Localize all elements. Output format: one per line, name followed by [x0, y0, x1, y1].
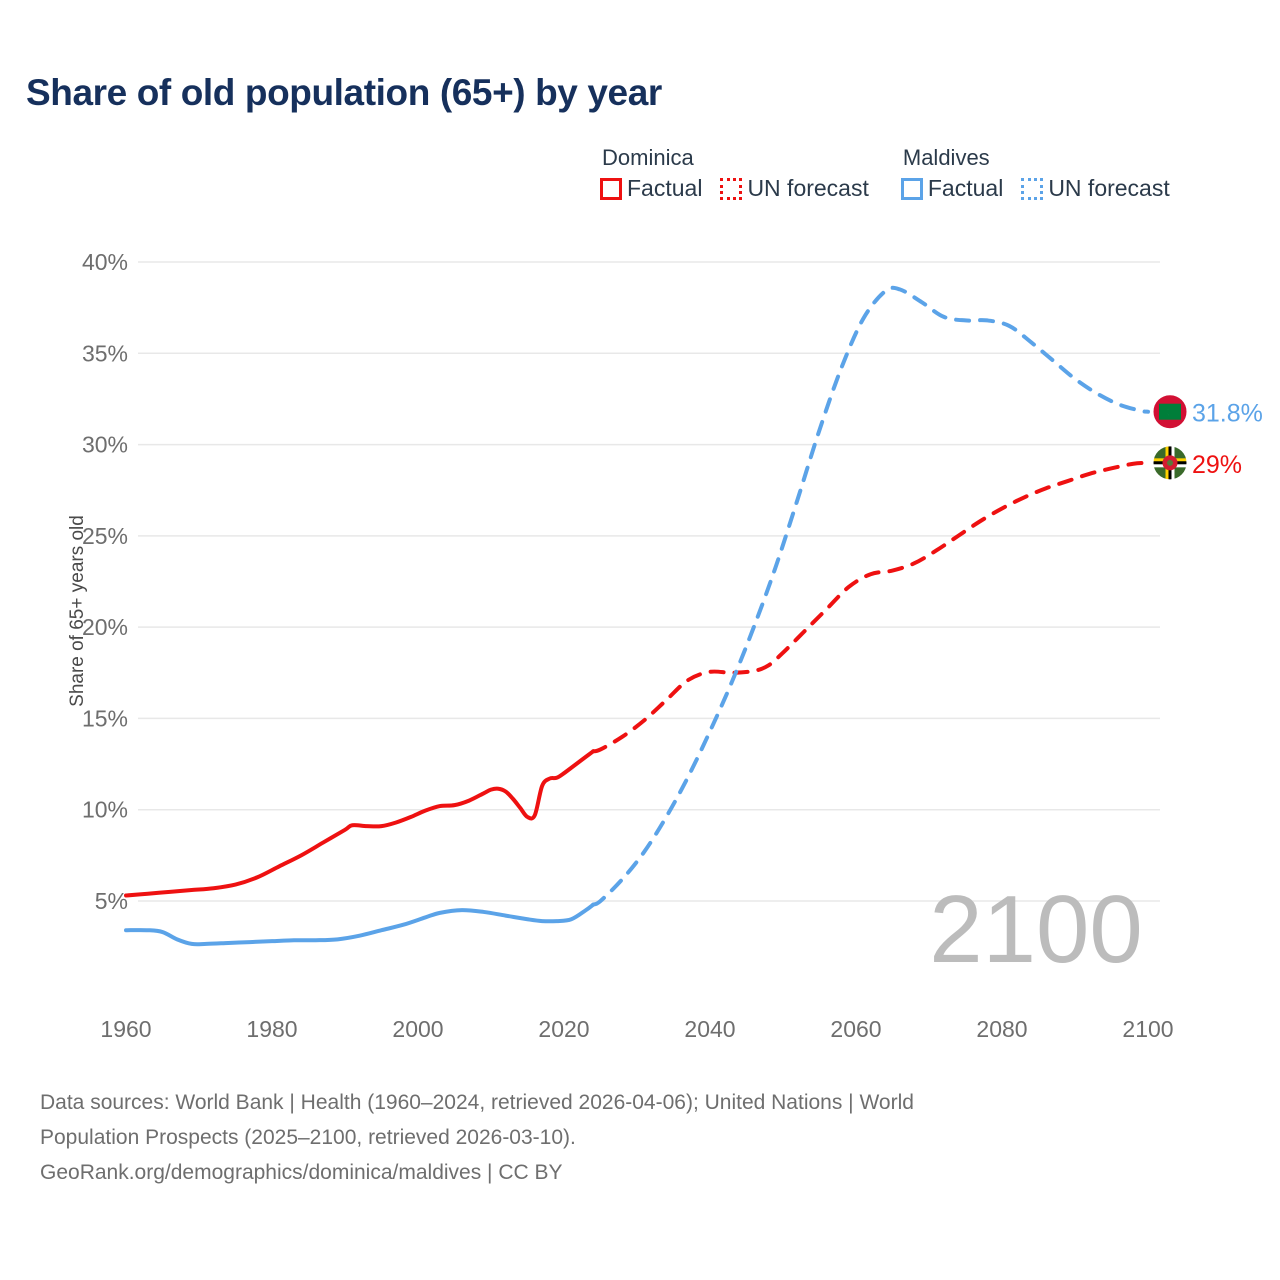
y-axis-tick-labels: 5% 10% 15% 20% 25% 30% 35% 40% — [82, 249, 128, 914]
dominica-flag-icon — [1152, 445, 1188, 481]
maldives-flag-icon — [1152, 394, 1188, 430]
series-line-forecast-maldives — [591, 285, 1150, 907]
y-tick-label: 40% — [82, 249, 128, 275]
chart-series-lines — [124, 285, 1150, 947]
legend-label: UN forecast — [1048, 175, 1170, 201]
legend-label: Factual — [627, 175, 703, 201]
legend-item-dominica-factual[interactable]: Factual — [600, 175, 702, 202]
legend-item-maldives-forecast[interactable]: UN forecast — [1021, 175, 1170, 202]
legend-swatch-dotted-icon — [720, 177, 743, 200]
x-tick-label: 2100 — [1122, 1016, 1173, 1042]
series-line-factual-maldives — [124, 902, 596, 947]
legend-item-maldives-factual[interactable]: Factual — [900, 175, 1004, 202]
legend-swatch-solid-icon — [900, 177, 923, 200]
y-tick-label: 25% — [82, 523, 128, 549]
x-tick-label: 1960 — [100, 1016, 151, 1042]
end-label-maldives: 31.8% — [1192, 400, 1263, 428]
y-tick-label: 35% — [82, 340, 128, 366]
x-tick-label: 2000 — [392, 1016, 443, 1042]
end-label-dominica: 29% — [1192, 451, 1242, 479]
legend-swatch-solid-icon — [600, 177, 622, 200]
legend-group-title-maldives: Maldives — [902, 145, 990, 170]
page-title: Share of old population (65+) by year — [26, 72, 662, 113]
x-tick-label: 1980 — [246, 1016, 297, 1042]
legend-label: Factual — [927, 175, 1004, 201]
x-tick-label: 2040 — [684, 1016, 735, 1042]
y-tick-label: 15% — [82, 705, 128, 731]
chart-footer: Data sources: World Bank | Health (1960–… — [40, 1085, 1200, 1190]
x-axis-tick-labels: 1960 1980 2000 2020 2040 2060 2080 2100 — [100, 1016, 1173, 1042]
gridlines — [138, 261, 1160, 902]
legend-swatch-dotted-icon — [1021, 177, 1044, 200]
legend-item-dominica-forecast[interactable]: UN forecast — [720, 175, 869, 202]
chart-plot-area: 5% 10% 15% 20% 25% 30% 35% 40% 1960 1980 2000 2020… — [67, 249, 1263, 1042]
footer-line-2: Population Prospects (2025–2100, retriev… — [40, 1126, 576, 1149]
year-watermark: 2100 — [929, 876, 1143, 983]
y-tick-label: 30% — [82, 432, 128, 458]
y-tick-label: 20% — [82, 614, 128, 640]
legend-group-dominica: Dominica Factual UN forecast — [600, 143, 869, 202]
legend-items-dominica: Factual UN forecast — [600, 175, 869, 202]
legend-items-maldives: Factual UN forecast — [900, 175, 1170, 202]
y-axis-title: Share of 65+ years old — [67, 515, 88, 707]
legend-group-maldives: Maldives Factual UN forecast — [900, 143, 1170, 202]
footer-source-link[interactable]: GeoRank.org/demographics/dominica/maldiv… — [40, 1161, 563, 1184]
legend-group-title-dominica: Dominica — [602, 145, 694, 170]
x-tick-label: 2020 — [538, 1016, 589, 1042]
footer-line-1: Data sources: World Bank | Health (1960–… — [40, 1091, 914, 1114]
series-line-forecast-dominica — [591, 460, 1150, 754]
y-tick-label: 5% — [95, 888, 128, 914]
y-tick-label: 10% — [82, 797, 128, 823]
chart-legend: Dominica Factual UN forecast Maldives Fa… — [600, 143, 1170, 202]
series-line-factual-dominica — [124, 749, 596, 898]
chart-svg: 5% 10% 15% 20% 25% 30% 35% 40% 1960 1980 2000 2020… — [82, 249, 1263, 1042]
series-end-markers: 31.8% 29% — [1152, 394, 1263, 481]
x-tick-label: 2080 — [976, 1016, 1027, 1042]
x-tick-label: 2060 — [830, 1016, 881, 1042]
legend-label: UN forecast — [747, 175, 869, 201]
